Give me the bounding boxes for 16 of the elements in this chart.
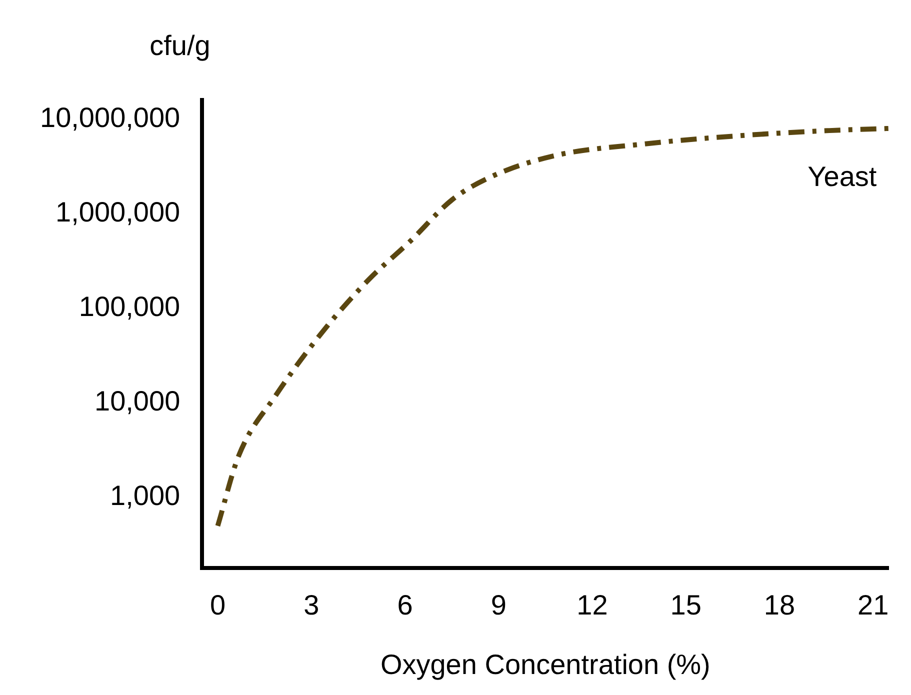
x-axis-title: Oxygen Concentration (%) (380, 648, 710, 680)
x-tick-label: 9 (490, 589, 506, 620)
x-tick-label: 6 (397, 589, 413, 620)
x-tick-label: 0 (210, 589, 226, 620)
y-tick-label: 10,000 (94, 386, 180, 417)
x-tick-label: 21 (858, 589, 889, 620)
x-tick-label: 12 (576, 589, 608, 620)
x-tick-label: 15 (670, 589, 702, 620)
x-tick-label: 3 (304, 589, 320, 620)
y-tick-label: 100,000 (78, 291, 180, 322)
y-tick-label: 10,000,000 (40, 102, 180, 134)
x-tick-label: 18 (764, 589, 796, 620)
series-label: Yeast (808, 161, 877, 192)
y-axis-title: cfu/g (150, 30, 210, 61)
y-tick-label: 1,000 (110, 480, 180, 512)
y-tick-label: 1,000,000 (56, 196, 180, 228)
